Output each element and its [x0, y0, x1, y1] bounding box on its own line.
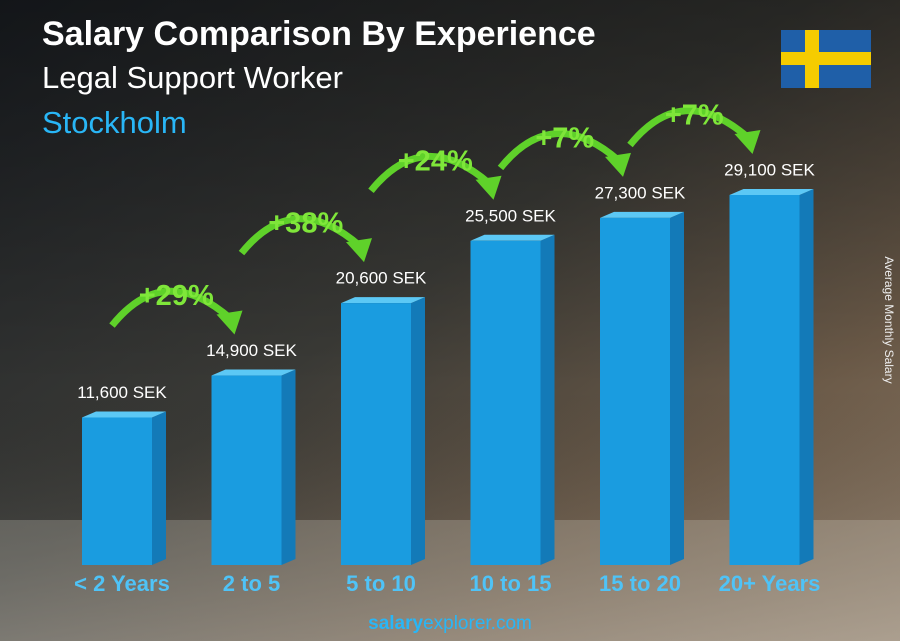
bar-side [152, 411, 166, 565]
change-label: +29% [139, 280, 214, 312]
bar-top [729, 189, 814, 195]
value-label: 14,900 SEK [206, 341, 297, 360]
change-label: +24% [398, 145, 473, 177]
x-tick-label: 5 to 10 [346, 571, 416, 596]
bar-top [600, 211, 684, 218]
change-arrowhead [216, 310, 243, 335]
value-label: 29,100 SEK [724, 160, 815, 179]
bar-side [281, 369, 296, 565]
bar-side [540, 234, 555, 565]
change-arrowhead [346, 238, 372, 263]
x-tick-label: < 2 Years [74, 571, 170, 596]
location: Stockholm [42, 105, 187, 140]
change-label: +38% [268, 208, 343, 240]
change-arrowhead [475, 175, 502, 200]
change-arc [368, 152, 492, 193]
flag [781, 30, 871, 88]
x-tick-label: 2 to 5 [223, 571, 280, 596]
x-tick-label: 20+ Years [719, 571, 821, 596]
value-label: 27,300 SEK [595, 183, 686, 202]
bar [211, 375, 282, 565]
chart-title: Salary Comparison By Experience [42, 15, 596, 53]
change-label: +7% [535, 123, 594, 155]
flag-cross [781, 52, 871, 65]
footer-rest: explorer.com [423, 613, 532, 634]
y-axis-label: Average Monthly Salary [882, 256, 896, 383]
change-arrowhead [734, 130, 761, 154]
change-label: +7% [665, 100, 724, 132]
x-tick-label: 10 to 15 [470, 571, 552, 596]
change-arc [238, 215, 363, 256]
change-arc [497, 130, 622, 171]
footer-brand: salary [368, 613, 423, 634]
change-arc [109, 287, 233, 328]
bar [341, 303, 411, 565]
change-arc [627, 107, 751, 148]
bar [600, 217, 670, 565]
subtitle: Legal Support Worker [42, 60, 343, 95]
bar-side [411, 297, 425, 565]
bar-side [799, 189, 814, 565]
change-arrowhead [605, 152, 631, 177]
bar-top [211, 369, 296, 376]
bar [82, 417, 152, 565]
bar-top [470, 234, 555, 241]
bar [470, 240, 541, 565]
footer: salaryexplorer.com [368, 613, 532, 634]
value-label: 11,600 SEK [77, 383, 167, 402]
value-label: 25,500 SEK [465, 206, 556, 225]
bar-side [670, 211, 684, 565]
bar-top [82, 411, 166, 418]
value-label: 20,600 SEK [336, 269, 427, 288]
x-tick-label: 15 to 20 [599, 571, 681, 596]
bar-top [341, 297, 425, 304]
bar [729, 195, 800, 565]
